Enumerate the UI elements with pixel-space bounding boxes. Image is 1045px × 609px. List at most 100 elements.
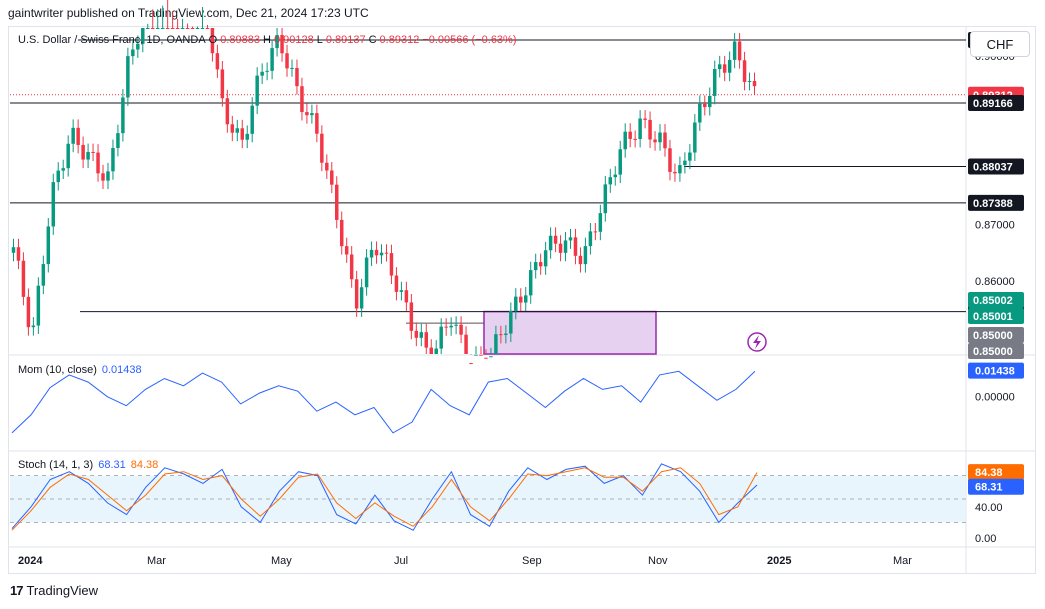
candle [26,296,31,328]
mom-value: 0.01438 [101,364,142,376]
mom-title[interactable]: Mom (10, close) [18,364,97,376]
candle [170,28,175,29]
time-axis-label: Jul [394,555,408,567]
candle [205,28,210,29]
stoch-d-value-box [968,464,1024,481]
candle [374,249,379,256]
candle [369,249,374,258]
time-axis-label: Mar [893,555,912,567]
candle [21,260,26,297]
candle [449,325,453,328]
candle [499,334,503,336]
price-tick-label: 0.87000 [975,220,1015,232]
candle [573,237,578,256]
low-value: 0.89137 [325,34,366,46]
candle [489,356,493,358]
candle [424,332,429,348]
candle [91,151,95,153]
candle [305,112,309,116]
price-label-box [968,308,1024,324]
candle [538,262,543,267]
tradingview-footer[interactable]: 17 TradingView [10,583,98,598]
candle [111,147,115,172]
stoch-band [10,475,966,523]
candle [752,80,757,87]
candle [598,213,603,232]
candle [404,290,409,303]
candle [469,363,473,365]
candle [419,332,424,338]
candle [230,124,235,133]
candle [588,231,593,247]
candle [494,334,498,354]
currency-button[interactable]: CHF [970,31,1030,57]
candle [708,95,712,108]
mom-tick-label: 0.00000 [975,392,1015,404]
price-label-box [968,158,1024,175]
candle [658,132,662,143]
candle [349,254,354,280]
symbol-title[interactable]: U.S. Dollar / Swiss Franc, 1D, OANDA [18,34,206,46]
candle [320,133,324,163]
candle [76,127,80,145]
candle [583,246,588,265]
candle [722,64,727,73]
candle [678,165,682,174]
candle [56,170,60,183]
candle [548,235,553,251]
candle [31,325,36,328]
candle [260,71,264,76]
price-label-text: 0.85001 [973,311,1013,323]
price-label-box [968,327,1024,343]
mom-line [11,370,756,434]
candle [563,240,568,253]
candle [618,149,622,175]
candle [330,170,334,185]
publisher-header: gaintwriter published on TradingView.com… [8,6,369,20]
candle [698,103,702,123]
candle [81,144,85,160]
candle [270,48,274,71]
accumulation-zone-box [483,310,657,355]
mom-value-label: 0.01438 [975,366,1015,378]
candle [454,324,458,326]
candle [354,279,359,309]
close-label: C [368,34,377,46]
candle [36,285,41,326]
candle [96,152,100,174]
candle [628,131,632,139]
price-label-text: 0.85002 [973,295,1013,307]
open-value: 0.89883 [220,34,260,46]
candle [295,67,299,87]
candle [41,264,46,286]
candle [668,148,672,172]
price-tick-label: 0.86000 [975,276,1015,288]
candle [335,184,339,220]
candle [150,28,155,29]
candle [131,49,135,57]
candle [519,296,523,303]
candle [116,133,120,148]
candle [648,119,652,140]
brand-name: TradingView [26,583,99,598]
lightning-icon [747,332,767,352]
candle [643,118,647,120]
candle [464,334,468,354]
stoch-tick-label: 40.00 [975,502,1003,514]
price-label-text: 0.88037 [973,161,1013,173]
candle [638,118,642,140]
candle [633,138,637,140]
candle [379,252,384,256]
stoch-title[interactable]: Stoch (14, 1, 3) [18,459,94,471]
candle [66,143,70,169]
candle [742,60,747,82]
price-label-text: 0.85000 [973,330,1013,342]
candle [200,28,205,29]
candle [220,69,225,99]
candle [310,113,314,116]
candle [185,28,190,29]
candle [394,275,399,292]
lightning-bolt-icon [753,335,761,349]
time-axis-label: Sep [522,555,542,567]
